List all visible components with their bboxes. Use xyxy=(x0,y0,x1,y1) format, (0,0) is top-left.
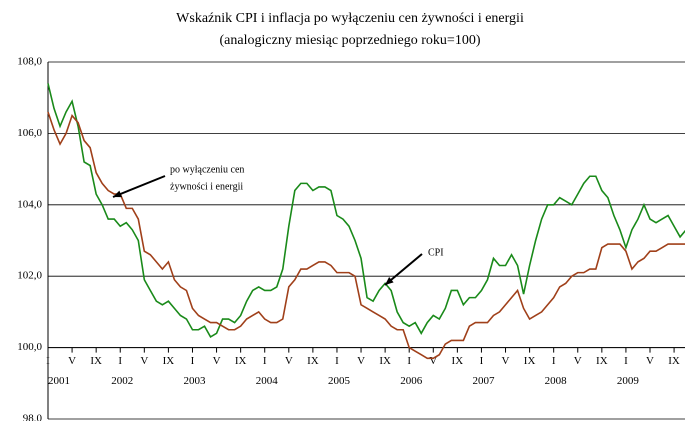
x-tick-label: IX xyxy=(452,355,464,367)
x-tick-label: IX xyxy=(307,355,319,367)
arrow-head xyxy=(385,276,394,285)
chart-subtitle: (analogiczny miesiąc poprzedniego roku=1… xyxy=(220,33,481,48)
x-tick-label: IX xyxy=(524,355,536,367)
x-tick-label: IX xyxy=(90,355,102,367)
x-tick-label: IX xyxy=(163,355,175,367)
series-annotation: CPI xyxy=(428,247,444,258)
x-tick-label: I xyxy=(480,355,484,367)
arrow-shaft xyxy=(112,175,166,198)
x-tick-label: V xyxy=(140,355,148,367)
y-tick-label: 100,0 xyxy=(17,341,42,353)
series-annotation: żywności i energii xyxy=(170,181,243,192)
x-tick-label: V xyxy=(357,355,365,367)
x-tick-label: I xyxy=(118,355,122,367)
x-tick-label: IX xyxy=(379,355,391,367)
year-label: 2007 xyxy=(472,375,495,387)
x-tick-label: V xyxy=(574,355,582,367)
x-tick-label: I xyxy=(407,355,411,367)
series-annotation: po wyłączeniu cen xyxy=(170,164,244,175)
x-tick-label: I xyxy=(191,355,195,367)
x-tick-label: I xyxy=(552,355,556,367)
x-tick-label: V xyxy=(285,355,293,367)
x-tick-label: V xyxy=(502,355,510,367)
x-tick-label: I xyxy=(624,355,628,367)
y-tick-label: 108,0 xyxy=(17,56,42,68)
year-label: 2002 xyxy=(111,375,133,387)
year-label: 2003 xyxy=(183,375,206,387)
x-tick-label: IX xyxy=(596,355,608,367)
x-tick-label: V xyxy=(646,355,654,367)
year-label: 2006 xyxy=(400,375,423,387)
x-tick-label: I xyxy=(335,355,339,367)
y-tick-label: 98,0 xyxy=(23,413,43,421)
x-tick-label: IX xyxy=(235,355,247,367)
year-label: 2008 xyxy=(545,375,568,387)
chart-title: Wskaźnik CPI i inflacja po wyłączeniu ce… xyxy=(176,11,524,26)
year-label: 2001 xyxy=(48,375,70,387)
x-tick-label: V xyxy=(429,355,437,367)
year-label: 2004 xyxy=(256,375,279,387)
x-tick-label: I xyxy=(263,355,267,367)
year-label: 2005 xyxy=(328,375,351,387)
x-tick-label: V xyxy=(213,355,221,367)
x-tick-label: V xyxy=(68,355,76,367)
x-tick-label: IX xyxy=(668,355,680,367)
y-tick-label: 102,0 xyxy=(17,270,42,282)
y-tick-label: 106,0 xyxy=(17,127,42,139)
series-line xyxy=(47,83,685,338)
y-tick-label: 104,0 xyxy=(17,198,42,210)
x-tick-label: I xyxy=(46,355,50,367)
arrow-head xyxy=(113,190,122,198)
year-label: 2009 xyxy=(617,375,640,387)
series-line xyxy=(47,111,685,360)
